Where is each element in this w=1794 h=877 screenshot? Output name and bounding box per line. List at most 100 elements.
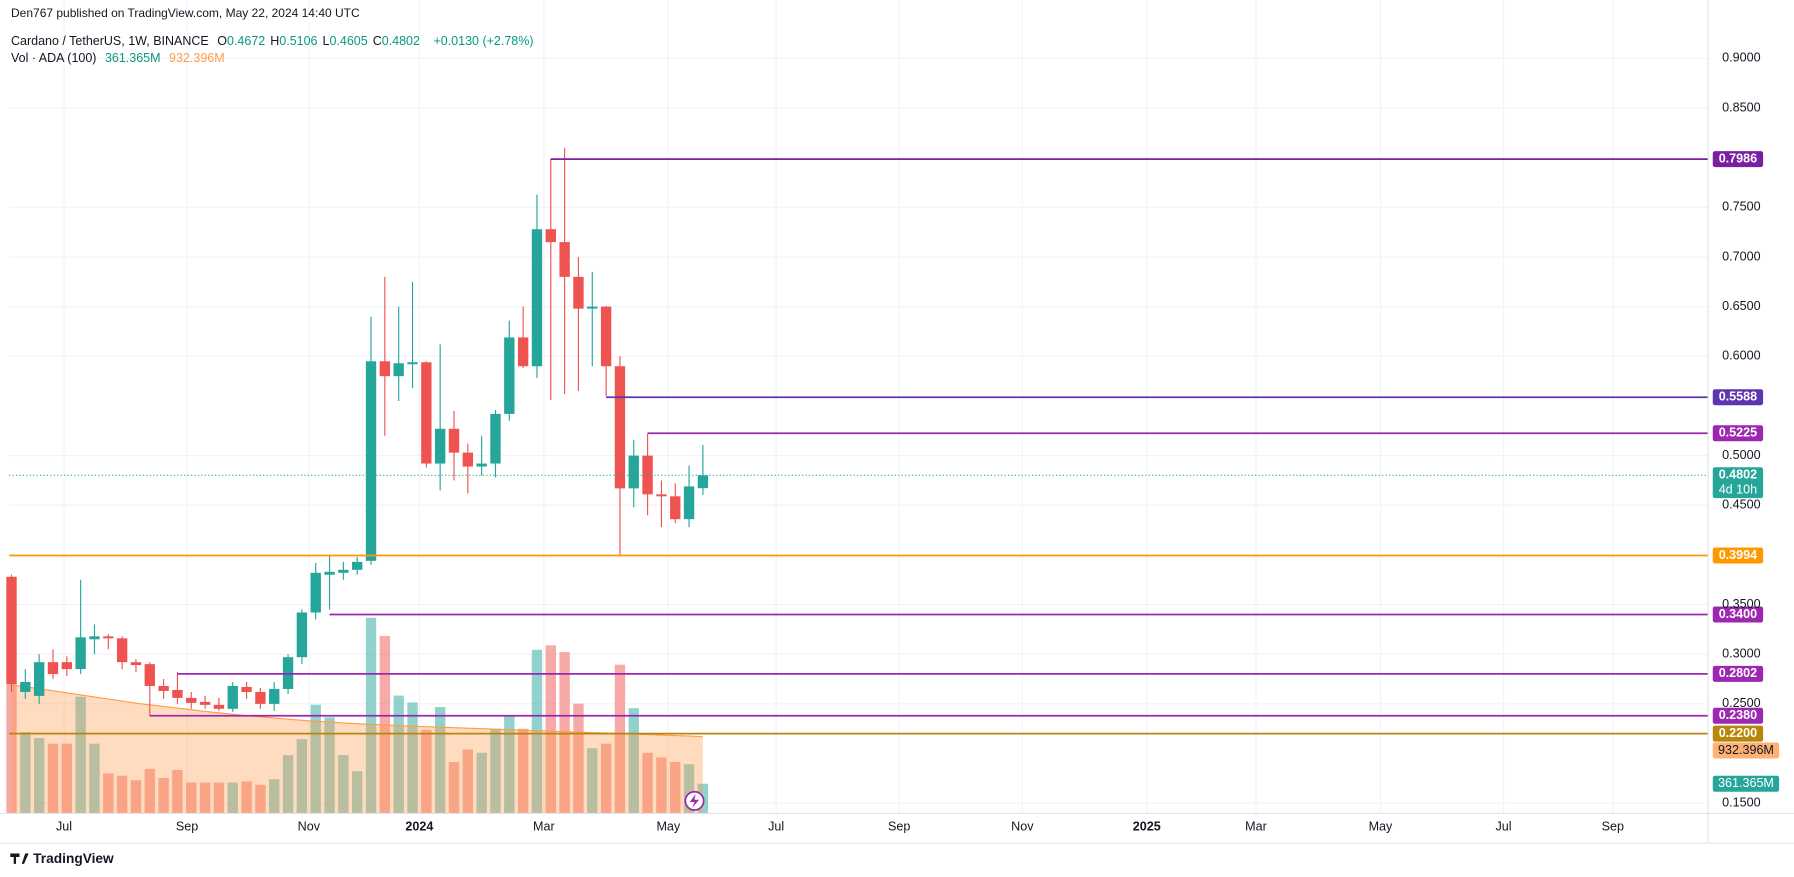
x-tick-label: Sep	[176, 820, 198, 834]
candle-body	[628, 455, 639, 489]
volume-bar	[296, 739, 308, 814]
volume-bar	[269, 779, 280, 814]
level-label-box	[1712, 725, 1764, 742]
volume-bar	[103, 773, 114, 814]
symbol: Cardano / TetherUS, 1W, BINANCE	[11, 34, 209, 48]
volume-bar	[407, 702, 418, 814]
candle-body	[559, 242, 570, 277]
volume-bar	[6, 682, 17, 814]
candle-body	[324, 571, 335, 575]
ohlc: O0.4672 H0.5106 L0.4605 C0.4802	[217, 34, 425, 48]
level-label: 0.5225	[1719, 426, 1757, 440]
volume-last: 361.365M	[104, 51, 161, 65]
volume-bar	[490, 728, 501, 814]
countdown: 4d 10h	[1719, 482, 1757, 496]
volume-bar	[531, 649, 543, 814]
candle-body	[199, 701, 211, 705]
volume-bar	[116, 775, 128, 814]
volume-bar	[282, 755, 294, 814]
volume-bar	[310, 704, 321, 814]
candle-body	[103, 636, 114, 639]
level-label: 0.2380	[1719, 708, 1757, 722]
y-tick-label: 0.1500	[1722, 795, 1760, 809]
candle-body	[531, 229, 543, 367]
levels: 0.7986 0.5588 0.5225 0.3994 0.3400 0.2802 0.23…	[9, 151, 1780, 792]
ohlc-value: 0.4672	[227, 34, 266, 48]
volume-bar	[172, 770, 183, 814]
x-tick-label: May	[1369, 820, 1393, 834]
footer-logo: TradingView	[10, 851, 114, 866]
volume-bar	[61, 743, 73, 814]
x-tick-label: Jul	[56, 820, 72, 834]
candle-body	[697, 475, 709, 489]
candle-body	[186, 697, 197, 703]
x-tick-label: Sep	[1602, 820, 1624, 834]
volume-bar	[670, 761, 681, 814]
volume-label-box	[1712, 775, 1780, 792]
candle-body	[310, 572, 321, 613]
volume-bar	[75, 696, 86, 814]
volume-bar	[227, 782, 238, 814]
candle-body	[379, 361, 391, 377]
volume-bar	[504, 716, 515, 814]
volume-bar	[462, 749, 474, 814]
volume-bar	[545, 645, 556, 814]
candle-body	[614, 366, 626, 489]
x-tick-label: 2024	[405, 820, 433, 834]
candle-body	[130, 662, 142, 666]
x-tick-label: May	[656, 820, 680, 834]
candle-body	[296, 612, 308, 658]
price-label: 0.4802	[1719, 468, 1757, 482]
volume-ma-area	[11, 685, 703, 814]
candle-body	[393, 363, 404, 377]
candle-body	[365, 361, 377, 561]
volume-bar	[421, 729, 432, 814]
candle-body	[504, 337, 515, 414]
candle-body	[338, 569, 349, 573]
candle-body	[33, 662, 45, 696]
candle-body	[6, 576, 17, 685]
level-label-box	[1712, 606, 1764, 623]
volume-bar	[338, 755, 349, 814]
volume-bar	[33, 737, 45, 814]
candle-body	[448, 428, 460, 453]
volume-bar	[241, 781, 252, 814]
y-tick-label: 0.9000	[1722, 51, 1760, 65]
level-label-box	[1712, 547, 1764, 564]
candle-body	[89, 636, 100, 640]
ohlc-value: 0.4802	[381, 34, 420, 48]
x-tick-label: Jul	[768, 820, 784, 834]
candle-body	[587, 306, 598, 309]
volume-bar	[642, 752, 653, 814]
level-label-box	[1712, 151, 1764, 168]
candle-body	[476, 463, 487, 467]
ohlc-key: O	[217, 34, 227, 48]
volume-label: 361.365M	[1718, 776, 1774, 790]
candle-body	[462, 452, 474, 467]
volume-bar	[186, 782, 197, 814]
candle-body	[352, 561, 363, 570]
level-label: 0.7986	[1719, 151, 1757, 165]
candle-body	[490, 413, 501, 464]
candle-body	[421, 362, 432, 464]
volume-bar	[600, 743, 612, 814]
volume-bar	[517, 728, 529, 814]
grid	[9, 0, 1709, 814]
candle-body	[61, 662, 73, 670]
volume-bar	[434, 707, 446, 814]
candle-body	[600, 306, 612, 367]
candle-body	[75, 637, 86, 670]
volume-bar	[476, 752, 487, 814]
x-tick-label: Sep	[888, 820, 910, 834]
y-tick-label: 0.5000	[1722, 448, 1760, 462]
volume-bar	[324, 717, 335, 814]
y-tick-label: 0.6500	[1722, 299, 1760, 313]
level-label: 0.3400	[1719, 607, 1757, 621]
candle-body	[255, 691, 266, 704]
volume-ma-line	[11, 684, 703, 738]
volume-ma-last: 932.396M	[169, 51, 225, 65]
candle-body	[573, 276, 584, 309]
x-tick-label: Jul	[1495, 820, 1511, 834]
